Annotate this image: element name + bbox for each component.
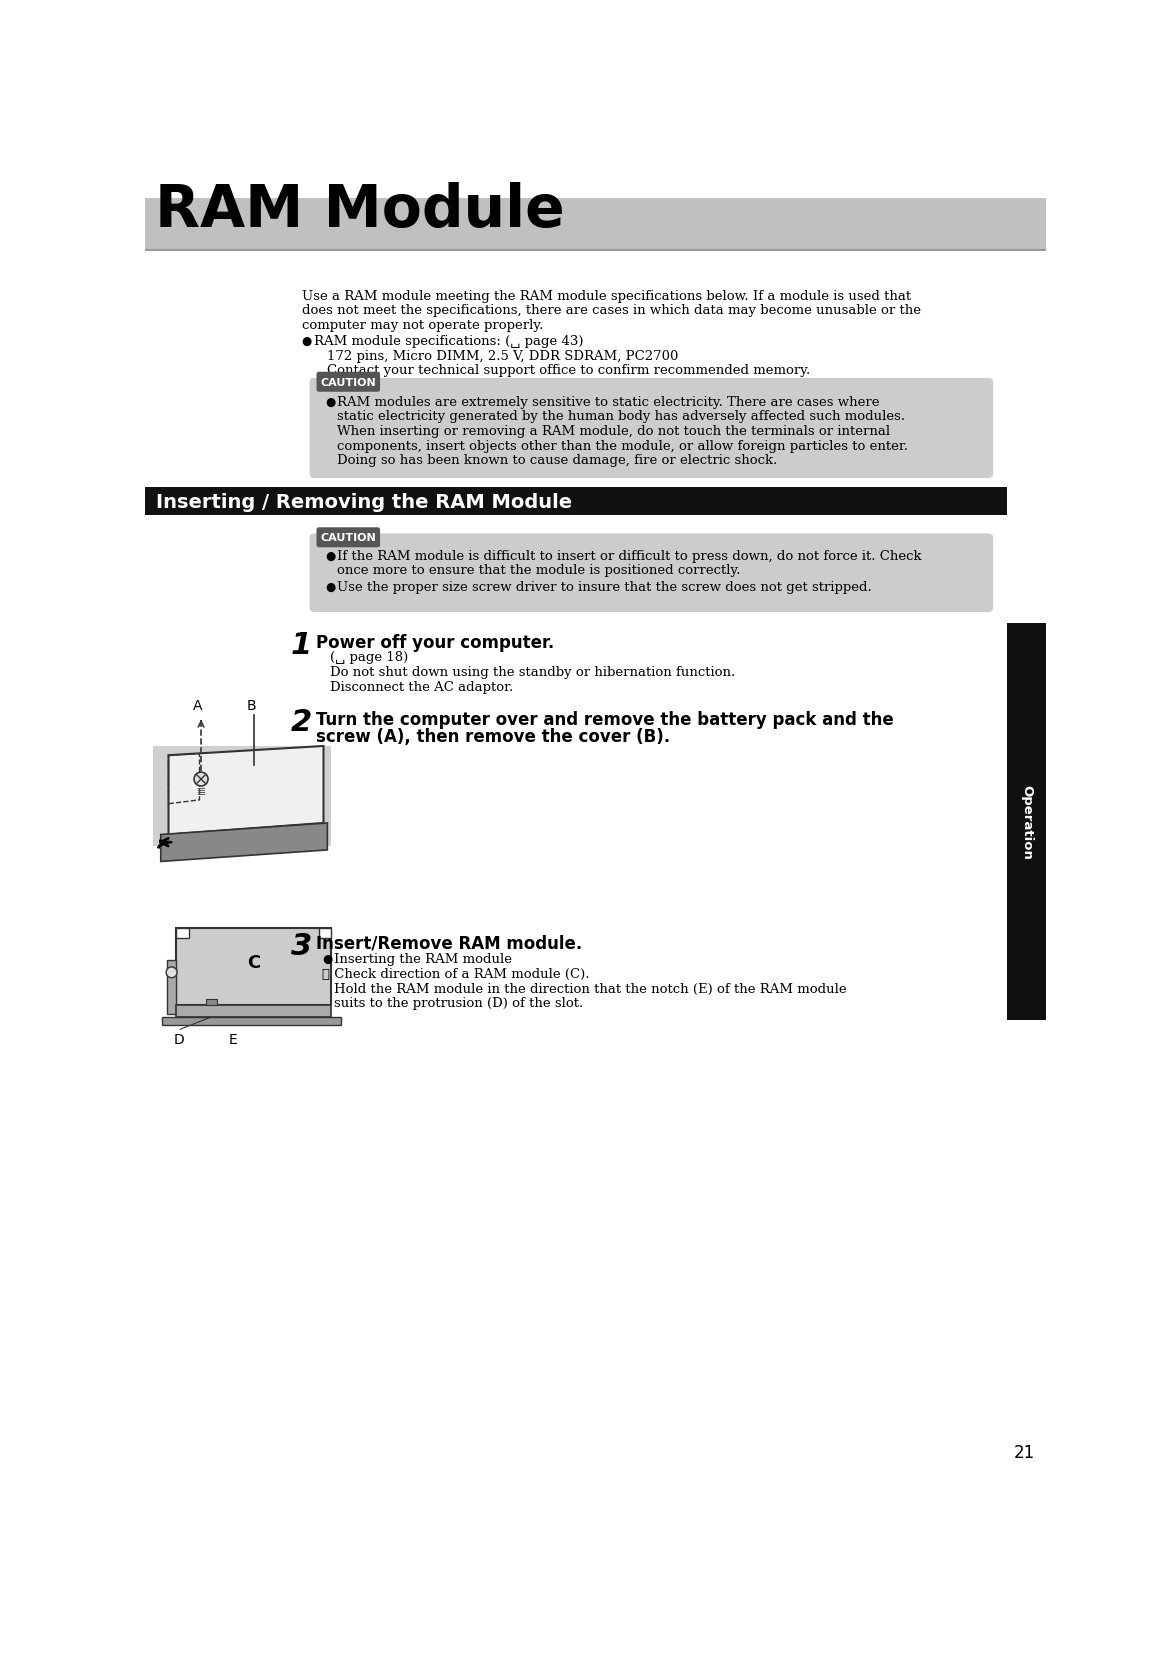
Text: Inserting the RAM module: Inserting the RAM module [335,953,512,967]
Polygon shape [160,824,328,862]
Text: (␣ page 18): (␣ page 18) [330,650,408,664]
FancyBboxPatch shape [206,1000,216,1005]
Text: Operation: Operation [1020,784,1033,859]
Text: B: B [246,698,257,713]
Text: once more to ensure that the module is positioned correctly.: once more to ensure that the module is p… [337,564,741,578]
Text: D: D [174,1033,185,1046]
FancyBboxPatch shape [309,535,994,612]
Polygon shape [168,746,323,836]
Text: ●: ● [325,581,336,592]
Text: ●: ● [325,396,336,409]
Circle shape [166,968,177,978]
Text: ●: ● [325,549,336,563]
Text: RAM modules are extremely sensitive to static electricity. There are cases where: RAM modules are extremely sensitive to s… [337,396,880,409]
Text: 172 pins, Micro DIMM, 2.5 V, DDR SDRAM, PC2700: 172 pins, Micro DIMM, 2.5 V, DDR SDRAM, … [327,349,677,362]
Text: Contact your technical support office to confirm recommended memory.: Contact your technical support office to… [327,364,810,377]
Text: If the RAM module is difficult to insert or difficult to press down, do not forc: If the RAM module is difficult to insert… [337,549,923,563]
FancyBboxPatch shape [145,488,1007,516]
Text: Inserting / Removing the RAM Module: Inserting / Removing the RAM Module [156,492,572,511]
Text: 21: 21 [1013,1443,1035,1461]
Text: ① Check direction of a RAM module (C).: ① Check direction of a RAM module (C). [322,968,589,980]
Text: computer may not operate properly.: computer may not operate properly. [302,319,543,331]
Text: Use the proper size screw driver to insure that the screw does not get stripped.: Use the proper size screw driver to insu… [337,581,873,592]
Text: E: E [229,1033,238,1046]
Text: Use a RAM module meeting the RAM module specifications below. If a module is use: Use a RAM module meeting the RAM module … [302,290,911,303]
Text: components, insert objects other than the module, or allow foreign particles to : components, insert objects other than th… [337,440,909,452]
Text: Power off your computer.: Power off your computer. [316,634,554,652]
Text: RAM Module: RAM Module [155,182,565,238]
FancyBboxPatch shape [163,1018,340,1024]
Circle shape [194,773,208,786]
FancyBboxPatch shape [316,528,380,548]
Text: C: C [248,953,260,971]
Text: static electricity generated by the human body has adversely affected such modul: static electricity generated by the huma… [337,410,905,424]
FancyBboxPatch shape [177,1005,331,1018]
Text: 2: 2 [290,708,313,736]
Text: Do not shut down using the standby or hibernation function.: Do not shut down using the standby or hi… [330,665,734,679]
Polygon shape [177,928,188,938]
FancyBboxPatch shape [153,746,331,847]
Text: A: A [193,698,202,713]
Text: suits to the protrusion (D) of the slot.: suits to the protrusion (D) of the slot. [335,996,583,1010]
Text: ●: ● [322,953,332,967]
Text: Hold the RAM module in the direction that the notch (E) of the RAM module: Hold the RAM module in the direction tha… [335,981,847,995]
Text: When inserting or removing a RAM module, do not touch the terminals or internal: When inserting or removing a RAM module,… [337,425,890,439]
Polygon shape [318,928,331,938]
Text: Turn the computer over and remove the battery pack and the: Turn the computer over and remove the ba… [316,710,894,728]
Text: 3: 3 [290,932,313,960]
Text: RAM module specifications: (␣ page 43): RAM module specifications: (␣ page 43) [314,334,583,348]
Text: ●: ● [302,334,313,348]
FancyBboxPatch shape [167,960,177,1015]
FancyBboxPatch shape [316,372,380,392]
Text: screw (A), then remove the cover (B).: screw (A), then remove the cover (B). [316,727,669,745]
Text: Disconnect the AC adaptor.: Disconnect the AC adaptor. [330,680,512,693]
Text: CAUTION: CAUTION [321,533,376,543]
FancyBboxPatch shape [177,928,331,1005]
FancyBboxPatch shape [1007,624,1046,1021]
Text: 1: 1 [290,631,313,660]
Text: does not meet the specifications, there are cases in which data may become unusa: does not meet the specifications, there … [302,305,920,318]
FancyBboxPatch shape [145,199,1046,252]
Text: CAUTION: CAUTION [321,377,376,387]
Text: Insert/Remove RAM module.: Insert/Remove RAM module. [316,933,582,952]
FancyBboxPatch shape [309,379,994,478]
Text: Doing so has been known to cause damage, fire or electric shock.: Doing so has been known to cause damage,… [337,453,777,467]
